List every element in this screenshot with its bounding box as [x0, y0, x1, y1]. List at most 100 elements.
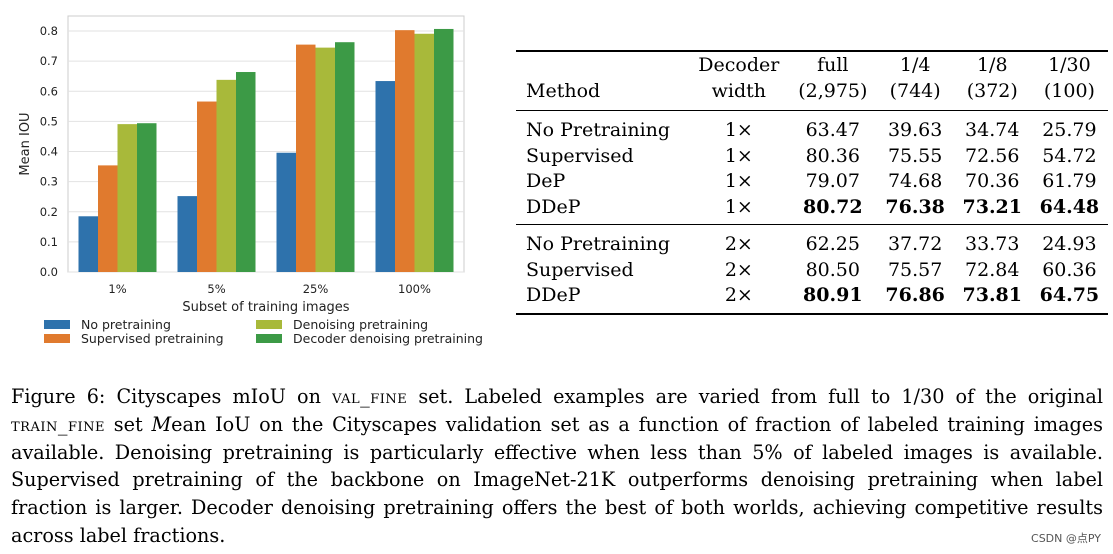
table-row: DDeP 1× 80.72 76.38 73.21 64.48	[516, 195, 1108, 225]
y-tick-label: 0.8	[40, 24, 58, 38]
cell-full: 63.47	[805, 119, 860, 141]
header-decoder-line1: Decoder	[698, 54, 780, 76]
legend-label: Decoder denoising pretraining	[293, 331, 483, 346]
y-tick-label: 0.3	[40, 175, 58, 189]
y-tick-label: 0.5	[40, 114, 58, 128]
x-tick-label: 100%	[398, 282, 431, 296]
caption-part2: set. Labeled examples are varied from fu…	[407, 385, 1104, 408]
bar	[236, 72, 256, 272]
table-row: No Pretraining 2× 62.25 37.72 33.73 24.93	[516, 225, 1108, 258]
header-q4-line1: 1/4	[899, 54, 931, 76]
y-tick-label: 0.6	[40, 84, 58, 98]
watermark: CSDN @点PY	[1031, 532, 1101, 545]
bar	[117, 124, 137, 273]
header-full-line2: (2,975)	[798, 80, 868, 102]
y-tick-label: 0.7	[40, 54, 58, 68]
table-row: DeP 1× 79.07 74.68 70.36 61.79	[516, 169, 1108, 195]
bar	[414, 33, 434, 273]
cell-q8: 73.21	[962, 195, 1023, 218]
table-row: No Pretraining 1× 63.47 39.63 34.74 25.79	[516, 111, 1108, 144]
cell-q30: 25.79	[1042, 119, 1097, 141]
header-method-line1	[516, 52, 689, 78]
bar	[296, 44, 316, 273]
cell-q4: 37.72	[887, 233, 943, 255]
bar	[395, 30, 415, 273]
cell-q8: 73.81	[962, 284, 1023, 306]
caption-train-fine: train_fine	[11, 412, 105, 436]
bar-chart: 0.00.10.20.30.40.50.60.70.8 1% 5% 25% 100% …	[18, 15, 483, 346]
header-q4-line2: (744)	[889, 80, 941, 102]
cell-width: 1×	[724, 119, 753, 141]
header-q8-line1: 1/8	[976, 54, 1008, 76]
table-row: DDeP 2× 80.91 76.86 73.81 64.75	[516, 283, 1108, 313]
bar	[137, 123, 157, 272]
cell-method: No Pretraining	[526, 233, 671, 255]
cell-method: DDeP	[526, 284, 581, 306]
table-row: Supervised 2× 80.50 75.57 72.84 60.36	[516, 258, 1108, 284]
cell-q4: 75.55	[887, 144, 943, 167]
cell-q8: 34.74	[965, 119, 1020, 141]
cell-q8: 70.36	[965, 170, 1020, 192]
legend-label: Supervised pretraining	[81, 331, 224, 346]
cell-method: DeP	[526, 170, 566, 192]
cell-width: 2×	[724, 284, 753, 306]
x-tick-label: 5%	[207, 282, 225, 296]
cell-full: 80.91	[803, 284, 863, 306]
cell-q30: 64.48	[1039, 195, 1100, 218]
bar	[315, 47, 335, 272]
header-q30-line2: (100)	[1043, 80, 1095, 102]
cell-method: Supervised	[526, 144, 634, 167]
bar	[216, 79, 236, 272]
cell-q30: 64.75	[1039, 284, 1100, 306]
caption-part3: set	[104, 412, 152, 436]
caption-val-fine: val_fine	[332, 385, 408, 408]
legend-swatch	[44, 320, 70, 329]
cell-width: 1×	[724, 170, 753, 192]
cell-width: 2×	[724, 233, 753, 255]
bars	[78, 28, 454, 273]
cell-full: 80.36	[805, 144, 860, 167]
cell-width: 2×	[724, 258, 753, 281]
legend-swatch	[256, 320, 282, 329]
legend-label: No pretraining	[81, 317, 171, 332]
bar	[197, 101, 217, 272]
caption-italic: M	[151, 412, 172, 436]
bar	[276, 152, 296, 272]
table-group-1x: No Pretraining 1× 63.47 39.63 34.74 25.79 Supe…	[516, 111, 1108, 225]
cell-q4: 39.63	[887, 119, 943, 141]
x-tick-labels: 1% 5% 25% 100%	[108, 282, 431, 296]
cell-q4: 76.86	[885, 284, 945, 306]
cell-q8: 72.56	[965, 144, 1020, 167]
cell-method: Supervised	[526, 258, 634, 281]
chart: 0.0 0.1 0.2 0.3 0.4 0.5 0.6 0.7 0.8 1% 5% 25% 100% …	[0, 0, 500, 360]
cell-q30: 60.36	[1042, 258, 1097, 281]
table-group-2x: No Pretraining 2× 62.25 37.72 33.73 24.93 Supe…	[516, 225, 1108, 313]
y-axis-label: Mean IOU	[18, 112, 33, 175]
header-q30-line1: 1/30	[1048, 54, 1091, 76]
cell-q8: 33.73	[965, 233, 1020, 255]
x-tick-label: 1%	[108, 282, 126, 296]
y-tick-label: 0.1	[40, 235, 58, 249]
x-axis-label: Subset of training images	[182, 300, 349, 315]
cell-full: 79.07	[805, 170, 860, 192]
legend-swatch	[256, 334, 282, 343]
cell-q4: 75.57	[887, 258, 943, 281]
cell-full: 80.50	[805, 258, 860, 281]
cell-method: No Pretraining	[526, 119, 671, 141]
cell-q4: 74.68	[887, 170, 943, 192]
results-table: Decoder full 1/4 1/8 1/30 Method width (…	[516, 50, 1108, 315]
y-tick-label: 0.2	[40, 205, 58, 219]
cell-q30: 54.72	[1042, 144, 1097, 167]
x-tick-label: 25%	[303, 282, 329, 296]
cell-method: DDeP	[526, 195, 581, 218]
figure-caption: Figure 6: Cityscapes mIoU on val_fine se…	[11, 383, 1103, 550]
cell-width: 1×	[724, 195, 753, 218]
header-q8-line2: (372)	[966, 80, 1018, 102]
caption-part4: ean IoU on the Cityscapes validation set…	[11, 412, 1103, 547]
cell-full: 62.25	[805, 233, 860, 255]
cell-q30: 24.93	[1042, 233, 1097, 255]
legend-swatch	[44, 334, 70, 343]
cell-q8: 72.84	[965, 258, 1020, 281]
header-full-line1: full	[817, 54, 849, 76]
